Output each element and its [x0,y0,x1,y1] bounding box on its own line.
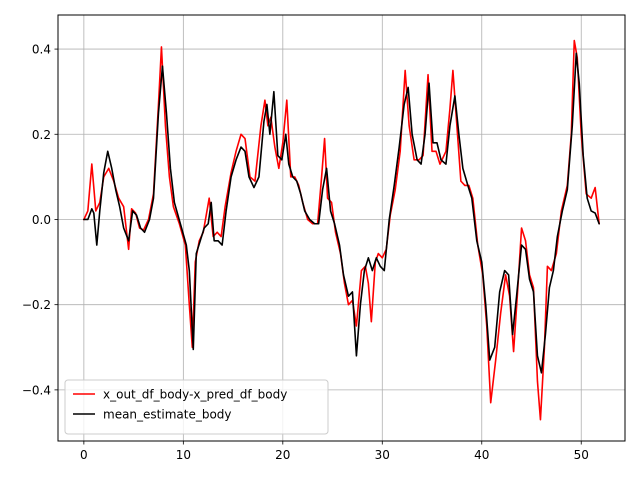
x-tick-label: 20 [275,448,290,462]
x-tick-label: 0 [80,448,88,462]
y-axis: −0.4 −0.2 0.0 0.2 0.4 [22,43,58,397]
y-tick-label: −0.2 [22,298,51,312]
y-tick-label: 0.2 [32,128,51,142]
x-tick-label: 40 [474,448,489,462]
x-tick-label: 10 [176,448,191,462]
series-group [83,39,600,421]
legend-box [64,379,329,435]
x-axis: 0 10 20 30 40 50 [80,441,589,462]
plot-area [58,15,625,441]
y-tick-label: 0.0 [32,213,51,227]
y-tick-label: 0.4 [32,43,51,57]
x-tick-label: 50 [574,448,589,462]
legend: x_out_df_body-x_pred_df_body mean_estimat… [64,379,329,435]
plot-frame [57,14,626,442]
y-tick-label: −0.4 [22,383,51,397]
series-line-0 [83,39,600,421]
grid [58,15,625,441]
series-line-1 [83,52,600,374]
legend-label-1: mean_estimate_body [103,408,232,422]
legend-label-0: x_out_df_body-x_pred_df_body [103,388,287,402]
x-tick-label: 30 [375,448,390,462]
